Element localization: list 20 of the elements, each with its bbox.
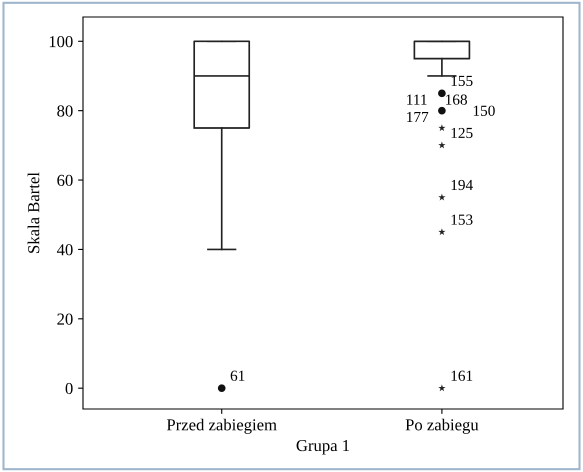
annotation: 177 [407, 112, 428, 122]
annotation: 111 [407, 94, 427, 105]
x-tick-label: Po zabiegu [406, 418, 478, 434]
annotation: 155 [452, 76, 473, 86]
annotation: 150 [474, 106, 495, 116]
annotation: 125 [452, 128, 473, 138]
annotation: 153 [452, 214, 473, 225]
y-tick-label: 60 [57, 174, 73, 186]
x-tick-label: Przed zabiegiem [166, 418, 277, 434]
y-tick-label: 80 [57, 105, 73, 117]
annotation: 168 [446, 94, 468, 105]
y-tick-label: 20 [57, 314, 73, 325]
annotation: 161 [452, 370, 472, 381]
x-axis-title: Grupa 1 [296, 440, 350, 455]
y-tick-label: 0 [66, 382, 73, 394]
annotation: 61 [230, 370, 244, 381]
y-tick-label: 100 [50, 36, 73, 48]
y-tick-label: 40 [56, 244, 73, 256]
y-axis-title: Skala Bartel [28, 172, 40, 253]
annotation: 194 [452, 180, 473, 190]
